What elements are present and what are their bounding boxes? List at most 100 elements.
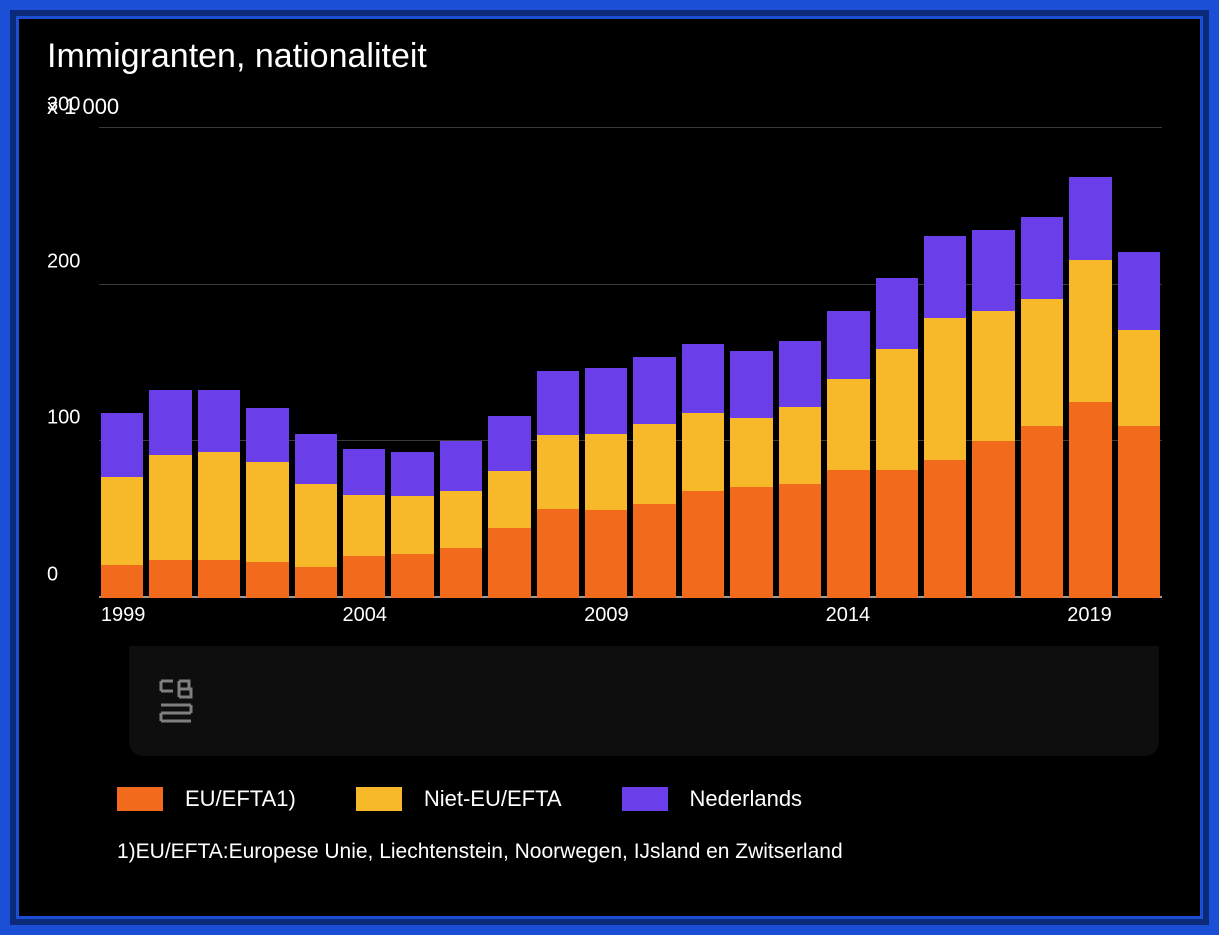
bar-2020 [1118,128,1160,598]
segment-eu_efta [440,548,482,598]
bar-2005 [391,128,433,598]
segment-nederlands [1069,177,1111,260]
segment-nederlands [343,449,385,494]
bar-2019 [1069,128,1111,598]
segment-non_eu_efta [440,491,482,547]
segment-non_eu_efta [827,379,869,470]
segment-non_eu_efta [1118,330,1160,426]
segment-non_eu_efta [101,477,143,565]
legend-label: Nederlands [690,786,803,812]
bar-2013 [779,128,821,598]
x-tick-label: 2019 [1067,604,1112,627]
segment-nederlands [537,371,579,435]
segment-nederlands [295,434,337,484]
segment-non_eu_efta [972,311,1014,441]
segment-nederlands [779,341,821,407]
segment-nederlands [1118,252,1160,330]
legend-label: EU/EFTA1) [185,786,296,812]
segment-eu_efta [537,509,579,598]
bar-2011 [682,128,724,598]
segment-non_eu_efta [876,349,918,470]
legend-item-non_eu_efta: Niet-EU/EFTA [356,786,562,812]
bar-2004 [343,128,385,598]
bar-2008 [537,128,579,598]
segment-eu_efta [585,510,627,598]
x-tick-label: 1999 [101,604,146,627]
bar-2014 [827,128,869,598]
y-tick-label: 0 [47,564,93,587]
y-unit-label: x 1 000 [47,94,1172,120]
segment-non_eu_efta [779,407,821,484]
segment-eu_efta [682,491,724,598]
segment-non_eu_efta [924,318,966,461]
segment-nederlands [827,311,869,378]
segment-nederlands [633,357,675,424]
cbs-logo-icon [153,675,205,727]
segment-eu_efta [827,470,869,598]
bar-2012 [730,128,772,598]
segment-non_eu_efta [1021,299,1063,426]
bar-2003 [295,128,337,598]
outer-frame: Immigranten, nationaliteit x 1 000 01002… [0,0,1219,935]
segment-eu_efta [295,567,337,598]
segment-eu_efta [1069,402,1111,598]
segment-nederlands [924,236,966,317]
segment-eu_efta [779,484,821,598]
y-tick-label: 100 [47,407,93,430]
bars-container [99,128,1162,598]
segment-nederlands [585,368,627,434]
legend-swatch [117,787,163,811]
bar-2010 [633,128,675,598]
segment-non_eu_efta [537,435,579,509]
segment-non_eu_efta [198,452,240,560]
segment-non_eu_efta [149,455,191,560]
chart-title: Immigranten, nationaliteit [47,37,1172,76]
segment-nederlands [149,390,191,456]
plot-area: 0100200300 [99,128,1162,598]
segment-non_eu_efta [391,496,433,554]
logo-panel [129,646,1159,756]
x-tick-label: 2014 [826,604,871,627]
segment-nederlands [682,344,724,413]
bar-2001 [198,128,240,598]
legend-item-nederlands: Nederlands [622,786,803,812]
y-tick-label: 300 [47,94,93,117]
legend-label: Niet-EU/EFTA [424,786,562,812]
segment-non_eu_efta [295,484,337,567]
x-tick-label: 2009 [584,604,629,627]
segment-eu_efta [488,528,530,599]
x-axis: 19992004200920142019 [99,604,1162,632]
legend-item-eu_efta: EU/EFTA1) [117,786,296,812]
y-tick-label: 200 [47,250,93,273]
legend: EU/EFTA1) Niet-EU/EFTA Nederlands [117,786,1172,812]
segment-eu_efta [246,562,288,598]
segment-non_eu_efta [343,495,385,556]
segment-non_eu_efta [585,434,627,511]
segment-non_eu_efta [633,424,675,504]
bar-2015 [876,128,918,598]
bar-2009 [585,128,627,598]
segment-eu_efta [972,441,1014,598]
segment-eu_efta [343,556,385,598]
segment-nederlands [730,351,772,418]
bar-2016 [924,128,966,598]
segment-eu_efta [730,487,772,598]
segment-nederlands [440,441,482,491]
segment-nederlands [972,230,1014,311]
legend-swatch [356,787,402,811]
inner-frame: Immigranten, nationaliteit x 1 000 01002… [16,16,1203,919]
bar-2000 [149,128,191,598]
segment-non_eu_efta [246,462,288,562]
bar-2007 [488,128,530,598]
segment-eu_efta [198,560,240,598]
bar-2002 [246,128,288,598]
segment-eu_efta [1118,426,1160,598]
segment-eu_efta [633,504,675,598]
segment-nederlands [101,413,143,477]
segment-eu_efta [149,560,191,598]
segment-eu_efta [101,565,143,598]
segment-non_eu_efta [682,413,724,491]
segment-eu_efta [1021,426,1063,598]
bar-2018 [1021,128,1063,598]
bar-2006 [440,128,482,598]
